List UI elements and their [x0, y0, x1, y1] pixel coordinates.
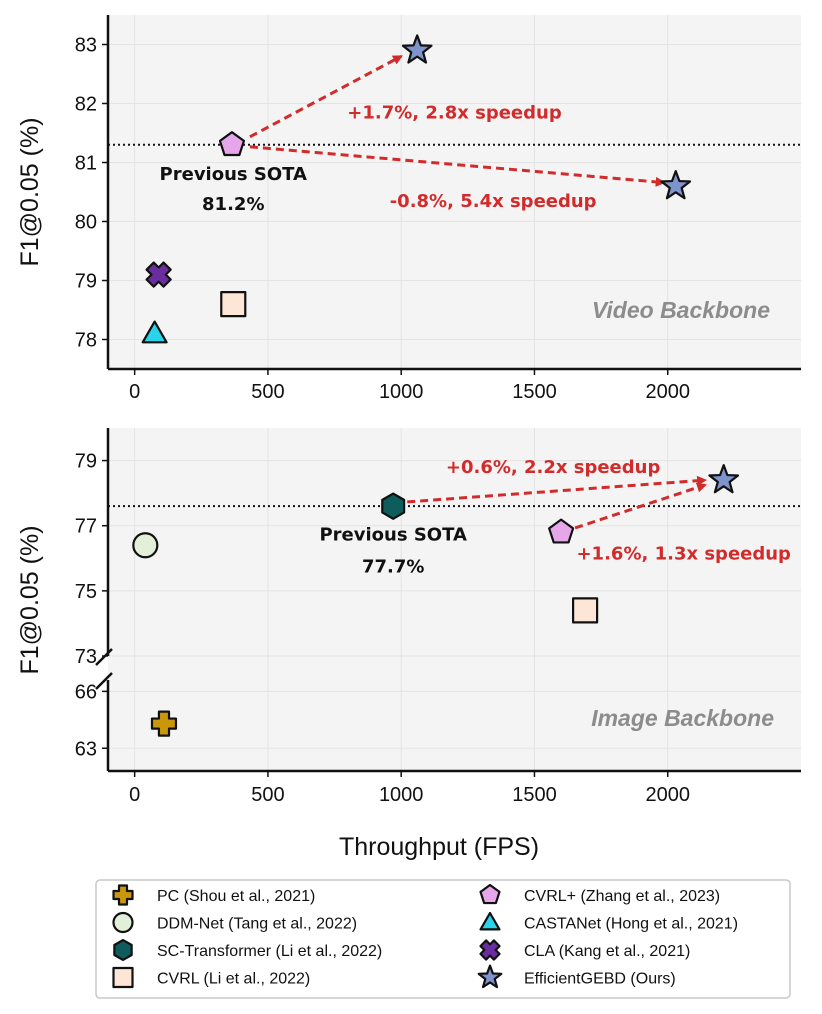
- bottom-y-tick-label: 66: [75, 681, 97, 703]
- bottom-point-pc: [150, 710, 178, 737]
- bottom-arrows: [407, 475, 708, 530]
- top-x-tick-label: 0: [129, 381, 140, 403]
- top-y-axis-label: F1@0.05 (%): [16, 117, 44, 266]
- legend-items: PC (Shou et al., 2021) DDM-Net (Tang et a…: [112, 883, 738, 989]
- top-x-tick-label: 2000: [645, 381, 690, 403]
- legend-label: EfficientGEBD (Ours): [524, 971, 676, 988]
- bottom-y-tick-label: 63: [75, 738, 97, 760]
- top-points: [141, 34, 692, 344]
- bottom-arrow-2: [574, 482, 707, 530]
- bottom-points: [132, 464, 740, 737]
- axis-break-mark-upper: [95, 648, 113, 666]
- bottom-panel-note: Image Backbone: [591, 705, 774, 731]
- bottom-tick-labels: 0 500 1000 1500 2000 63 66 73 75 77 79: [75, 451, 690, 806]
- bottom-x-tick-label: 0: [129, 784, 140, 806]
- top-axes: [106, 15, 801, 371]
- legend-label: CASTANet (Hong et al., 2021): [524, 916, 738, 933]
- legend-marker-cla: [479, 939, 501, 961]
- top-sota-title: Previous SOTA: [160, 164, 307, 185]
- bottom-y-tick-label: 77: [75, 516, 97, 538]
- bottom-arrow-label-2: +1.6%, 1.3x speedup: [576, 543, 791, 564]
- legend-marker-sc-transformer: [113, 938, 133, 962]
- bottom-y-tick-label: 75: [75, 581, 97, 603]
- legend-label: CVRL+ (Zhang et al., 2023): [524, 888, 720, 905]
- bottom-axes: [95, 428, 801, 773]
- top-arrow-2: [249, 145, 666, 187]
- legend-marker-ddm-net: [112, 911, 134, 934]
- legend-label: CLA (Kang et al., 2021): [524, 943, 690, 960]
- legend: PC (Shou et al., 2021) DDM-Net (Tang et a…: [95, 879, 791, 999]
- top-point-efficientgebd: [660, 170, 692, 200]
- bottom-x-tick-label: 1000: [379, 784, 424, 806]
- bottom-y-axis-label: F1@0.05 (%): [16, 525, 44, 674]
- bottom-y-tick-label: 73: [75, 646, 97, 668]
- bottom-x-tick-label: 2000: [645, 784, 690, 806]
- bottom-sota-value: 77.7%: [362, 556, 424, 577]
- top-point-cla: [145, 261, 172, 288]
- bottom-x-axis-label: Throughput (FPS): [339, 833, 539, 861]
- bottom-sota-title: Previous SOTA: [319, 524, 466, 545]
- legend-label: PC (Shou et al., 2021): [157, 888, 315, 905]
- top-arrow-label-2: -0.8%, 5.4x speedup: [390, 191, 597, 212]
- bottom-plot-area: [108, 428, 801, 771]
- top-tick-labels: 0 500 1000 1500 2000 78 79 80 81 82 83: [75, 35, 690, 404]
- legend-marker-cvrl-: [479, 883, 501, 905]
- top-x-tick-label: 500: [251, 381, 284, 403]
- top-y-tick-label: 78: [75, 330, 97, 352]
- top-sota-value: 81.2%: [202, 194, 264, 215]
- top-point-efficientgebd: [401, 34, 433, 64]
- bottom-point-ddm-net: [132, 532, 159, 559]
- legend-marker-pc: [112, 884, 134, 906]
- bottom-panel: 0 500 1000 1500 2000 63 66 73 75 77 79 F1@0.05 (%)…: [16, 428, 801, 861]
- axis-break-mark-lower: [95, 672, 113, 690]
- top-y-tick-label: 82: [75, 94, 97, 116]
- top-y-tick-label: 79: [75, 271, 97, 293]
- top-arrow-label-1: +1.7%, 2.8x speedup: [347, 102, 562, 123]
- legend-marker-castanet: [479, 911, 501, 931]
- top-x-tick-label: 1500: [512, 381, 557, 403]
- top-point-cvrl-: [218, 131, 246, 157]
- bottom-arrow-1: [407, 475, 708, 504]
- bottom-x-tick-label: 1500: [512, 784, 557, 806]
- top-point-cvrl: [220, 291, 247, 318]
- bottom-point-sc-transformer: [381, 492, 406, 520]
- legend-marker-cvrl: [112, 966, 134, 989]
- legend-box: [95, 879, 791, 999]
- top-x-tick-label: 1000: [379, 381, 424, 403]
- top-y-tick-label: 83: [75, 35, 97, 57]
- legend-label: CVRL (Li et al., 2022): [157, 971, 310, 988]
- bottom-arrow-label-1: +0.6%, 2.2x speedup: [446, 457, 661, 478]
- top-point-castanet: [141, 320, 168, 344]
- legend-marker-efficientgebd: [477, 964, 503, 989]
- top-arrows: [249, 54, 666, 187]
- bottom-grid: [108, 428, 801, 771]
- top-y-tick-label: 81: [75, 153, 97, 175]
- top-arrow-1: [249, 54, 403, 139]
- legend-label: DDM-Net (Tang et al., 2022): [157, 916, 357, 933]
- bottom-x-tick-label: 500: [251, 784, 284, 806]
- bottom-point-cvrl: [572, 597, 599, 624]
- top-grid: [108, 15, 801, 369]
- bottom-point-cvrl-: [548, 518, 575, 544]
- top-panel: 0 500 1000 1500 2000 78 79 80 81 82 83 F1@0.05 (%)…: [16, 15, 801, 403]
- top-panel-note: Video Backbone: [592, 297, 770, 323]
- bottom-y-tick-label: 79: [75, 451, 97, 473]
- top-y-tick-label: 80: [75, 212, 97, 234]
- legend-label: SC-Transformer (Li et al., 2022): [157, 943, 382, 960]
- bottom-point-efficientgebd: [708, 464, 740, 494]
